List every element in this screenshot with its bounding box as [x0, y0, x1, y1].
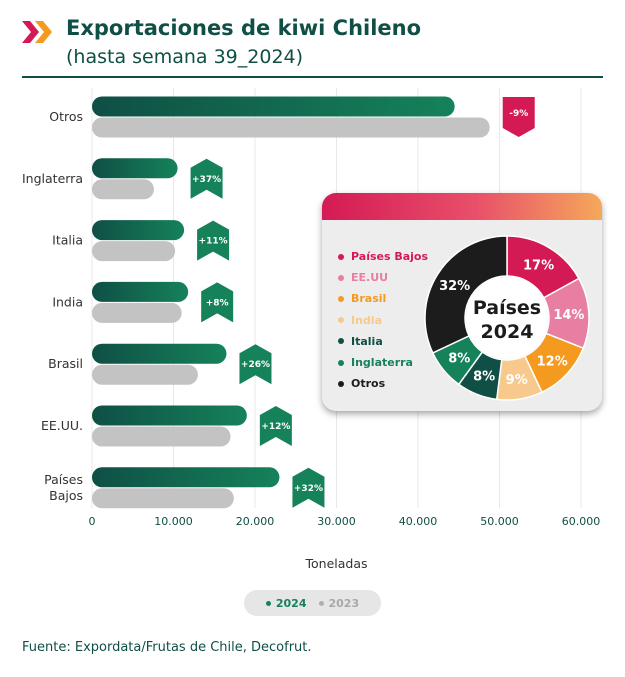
variation-badge [502, 97, 535, 137]
donut-center-label: Países [473, 297, 541, 319]
donut-hole [466, 277, 548, 359]
pie-legend: Países Bajos EE.UU Brasil India Italia Inglat… [338, 246, 428, 394]
category-label: Italia [52, 233, 83, 248]
category-label: Brasil [48, 356, 83, 371]
bar-2023 [92, 364, 198, 385]
variation-label: -9% [509, 109, 528, 119]
pie-legend-dot-icon [338, 274, 344, 281]
pie-inset-card: Países Bajos EE.UU Brasil India Italia Inglat… [322, 193, 602, 411]
bar-2024 [92, 281, 189, 302]
pie-value-label: 8% [473, 370, 495, 385]
title-divider [22, 76, 603, 78]
variation-badge [292, 467, 325, 508]
bar-2023 [92, 117, 490, 138]
source-note: Fuente: Expordata/Frutas de Chile, Decof… [22, 640, 312, 655]
legend-dot-2024-icon [265, 600, 271, 606]
variation-badge [201, 282, 234, 323]
legend-label-2023: 2023 [328, 596, 360, 610]
pie-legend-dot-icon [338, 359, 344, 366]
category-label: Otros [49, 109, 83, 124]
x-tick-label: 60.000 [562, 515, 601, 528]
variation-badge [239, 344, 272, 385]
variation-badge [190, 158, 223, 199]
pie-legend-label: India [351, 313, 382, 327]
pie-legend-dot-icon [338, 380, 344, 387]
pie-value-label: 12% [537, 354, 568, 369]
pie-legend-item: Italia [338, 331, 428, 352]
pie-legend-item: Países Bajos [338, 246, 428, 267]
pie-slice [424, 235, 508, 354]
variation-label: +26% [241, 360, 270, 370]
category-label: Inglaterra [22, 171, 83, 186]
bar-2024 [92, 467, 280, 488]
pie-value-label: 17% [523, 259, 554, 274]
bar-2024 [92, 96, 455, 117]
legend-item-2023: 2023 [318, 596, 360, 610]
pie-legend-dot-icon [338, 338, 344, 345]
pie-legend-label: Brasil [351, 292, 387, 306]
variation-label: +8% [206, 298, 229, 308]
pie-legend-label: Inglaterra [351, 356, 413, 370]
legend-item-2024: 2024 [265, 596, 307, 610]
pie-legend-item: India [338, 310, 428, 331]
page-title: Exportaciones de kiwi Chileno [66, 16, 422, 40]
pie-legend-label: Países Bajos [351, 250, 429, 264]
bar-2023 [92, 302, 182, 323]
variation-label: +12% [261, 422, 290, 432]
variation-label: +32% [294, 484, 323, 494]
x-tick-label: 10.000 [154, 515, 193, 528]
bar-2023 [92, 179, 154, 200]
chevron-logo-icon [22, 21, 52, 43]
pie-card-header [322, 193, 602, 220]
bar-2023 [92, 241, 176, 262]
bar-chart-legend: 2024 2023 [244, 590, 381, 616]
page-subtitle: (hasta semana 39_2024) [66, 46, 304, 68]
bar-chart: 0 10.000 20.000 30.000 40.000 50.000 60.000 Otr… [22, 88, 601, 528]
pie-value-label: 9% [506, 373, 528, 388]
donut-center-label: 2024 [481, 321, 534, 343]
legend-dot-2023-icon [318, 600, 324, 606]
pie-legend-label: Otros [351, 377, 386, 391]
pie-legend-item: EE.UU [338, 267, 428, 288]
pie-legend-item: Otros [338, 373, 428, 394]
x-tick-label: 30.000 [317, 515, 356, 528]
x-tick-label: 40.000 [399, 515, 438, 528]
legend-label-2024: 2024 [275, 596, 307, 610]
variation-label: +37% [192, 175, 221, 185]
bar-2024 [92, 405, 247, 426]
x-tick-label: 0 [89, 515, 96, 528]
x-axis-label: Toneladas [305, 556, 368, 571]
x-tick-label: 20.000 [236, 515, 275, 528]
bar-2023 [92, 426, 231, 447]
pie-legend-dot-icon [338, 317, 344, 324]
pie-value-label: 8% [448, 352, 470, 367]
pie-legend-item: Inglaterra [338, 352, 428, 373]
pie-value-label: 32% [439, 279, 470, 294]
bar-2024 [92, 343, 227, 364]
pie-legend-label: Italia [351, 334, 383, 348]
variation-label: +11% [199, 237, 228, 247]
pie-value-label: 14% [553, 308, 584, 323]
pie-legend-label: EE.UU [351, 271, 389, 285]
pie-legend-dot-icon [338, 253, 344, 260]
variation-badge [259, 406, 292, 446]
category-label: India [52, 294, 83, 309]
bar-2023 [92, 488, 234, 509]
pie-legend-item: Brasil [338, 288, 428, 309]
pie-legend-dot-icon [338, 295, 344, 302]
variation-badge [197, 220, 230, 261]
bar-2024 [92, 220, 185, 241]
category-label: Países Bajos [44, 472, 83, 503]
x-tick-label: 50.000 [480, 515, 519, 528]
category-label: EE.UU. [41, 418, 83, 433]
bar-2024 [92, 158, 178, 179]
